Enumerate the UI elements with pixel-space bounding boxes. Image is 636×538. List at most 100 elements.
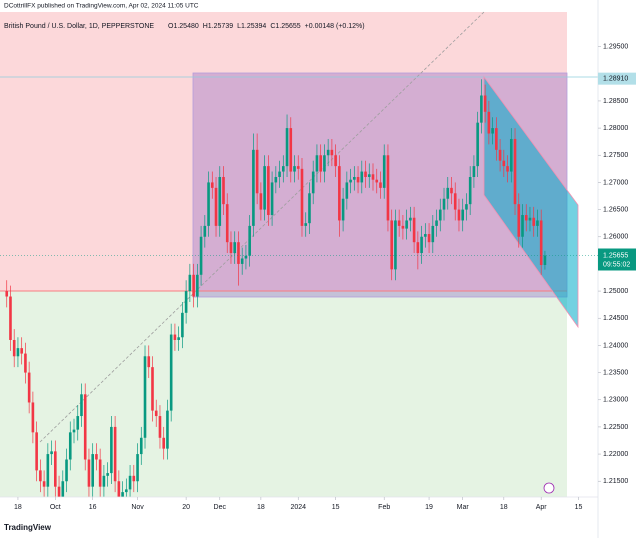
candle-body xyxy=(360,171,364,183)
candle-body xyxy=(353,176,356,180)
y-tick-label: 1.23000 xyxy=(603,397,628,404)
candle-body xyxy=(319,155,322,172)
candle-body xyxy=(154,410,158,417)
candle-body xyxy=(349,179,352,183)
candle-body xyxy=(476,122,479,167)
y-tick-label: 1.28500 xyxy=(603,98,628,105)
candle-body xyxy=(169,334,173,411)
candle-body xyxy=(495,128,498,150)
x-tick-label: Feb xyxy=(378,504,390,511)
candle-body xyxy=(151,367,154,411)
candle-body xyxy=(181,312,184,338)
candle-body xyxy=(431,225,435,243)
candle-body xyxy=(184,291,188,313)
x-tick-label: Apr xyxy=(536,504,548,511)
candle-body xyxy=(237,242,240,264)
candle-body xyxy=(356,176,360,183)
candle-body xyxy=(113,426,117,482)
candle-body xyxy=(173,334,177,340)
candle-body xyxy=(166,410,169,449)
x-tick-label: 18 xyxy=(257,504,265,511)
candle-body xyxy=(196,274,199,297)
candle-body xyxy=(267,166,270,216)
candle-body xyxy=(438,209,442,221)
candle-body xyxy=(263,166,266,210)
y-tick-label: 1.22500 xyxy=(603,424,628,431)
candle-body xyxy=(12,339,16,357)
candle-body xyxy=(509,138,513,172)
candle-body xyxy=(46,454,50,487)
x-tick-label: 18 xyxy=(14,504,22,511)
candle-body xyxy=(278,171,281,177)
candle-body xyxy=(524,215,528,221)
y-tick-label: 1.27500 xyxy=(603,152,628,159)
candle-body xyxy=(341,198,345,221)
candle-body xyxy=(259,193,263,210)
candle-body xyxy=(326,149,330,156)
last-price-label: 1.25655 xyxy=(603,252,628,259)
candle-body xyxy=(80,394,83,417)
x-tick-label: 19 xyxy=(425,504,433,511)
candle-body xyxy=(158,416,162,438)
x-tick-label: 20 xyxy=(182,504,190,511)
x-tick-label: 18 xyxy=(500,504,508,511)
candle-body xyxy=(453,193,457,210)
header: DCottrillFX published on TradingView.com… xyxy=(4,3,199,10)
x-tick-label: Dec xyxy=(214,504,227,511)
ohlc-label: L1.25394 xyxy=(237,23,266,30)
candle-body xyxy=(31,402,35,433)
candle-body xyxy=(487,111,491,134)
candle-body xyxy=(528,217,532,221)
candle-body xyxy=(367,174,371,177)
candle-body xyxy=(513,138,517,205)
candle-body xyxy=(192,274,195,297)
candle-body xyxy=(125,489,128,493)
candle-body xyxy=(330,149,334,156)
candle-body xyxy=(240,258,244,264)
candle-body xyxy=(457,209,461,221)
candle-body xyxy=(450,187,453,194)
candle-body xyxy=(379,182,382,188)
candle-body xyxy=(76,416,80,430)
y-tick-label: 1.26500 xyxy=(603,206,628,213)
candle-body xyxy=(390,220,393,270)
x-tick-label: 15 xyxy=(332,504,340,511)
y-tick-label: 1.22000 xyxy=(603,451,628,458)
candle-body xyxy=(405,220,408,229)
candle-body xyxy=(409,217,412,221)
candle-body xyxy=(24,353,27,373)
candle-body xyxy=(308,193,311,224)
candle-body xyxy=(177,337,180,340)
candle-body xyxy=(229,242,233,254)
candle-body xyxy=(364,171,367,177)
candle-body xyxy=(72,429,76,433)
candle-body xyxy=(147,356,151,368)
candle-body xyxy=(397,220,401,226)
candle-body xyxy=(300,168,304,226)
candle-body xyxy=(532,217,536,226)
chart-title: British Pound / U.S. Dollar, 1D, PEPPERS… xyxy=(4,23,154,30)
candle-body xyxy=(188,274,192,292)
candle-body xyxy=(98,459,102,487)
y-tick-label: 1.23500 xyxy=(603,369,628,376)
candle-body xyxy=(274,176,278,183)
candle-body xyxy=(293,166,296,172)
candle-body xyxy=(536,220,539,226)
candle-body xyxy=(401,225,405,229)
candle-body xyxy=(233,242,237,254)
candle-body xyxy=(225,204,229,243)
candle-body xyxy=(218,176,222,226)
x-tick-label: 15 xyxy=(575,504,583,511)
ohlc-label: H1.25739 xyxy=(203,23,233,30)
candles xyxy=(5,79,547,497)
candle-body xyxy=(285,128,289,167)
candle-body xyxy=(65,459,68,482)
candle-body xyxy=(371,174,375,180)
candle-body xyxy=(424,234,427,237)
candle-body xyxy=(289,128,293,172)
candle-body xyxy=(57,486,61,497)
ohlc-label: +0.00148 (+0.12%) xyxy=(305,23,365,30)
candle-body xyxy=(472,166,476,177)
x-tick-label: Mar xyxy=(457,504,470,511)
candle-body xyxy=(420,236,423,254)
